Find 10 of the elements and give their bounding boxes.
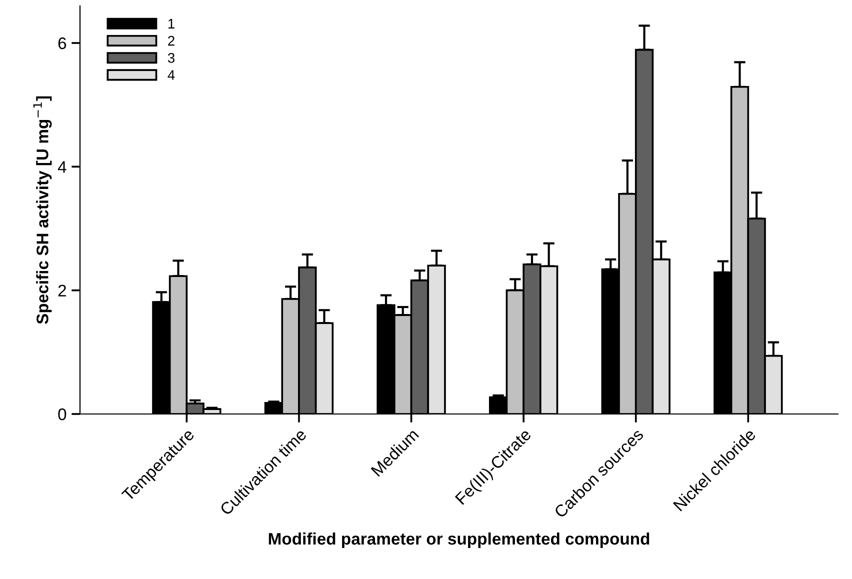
y-tick-label: 2 (58, 284, 66, 296)
y-axis-title: Specific SH activity [U mg$^{−1}$] (33, 96, 52, 324)
y-tick-label: 4 (58, 161, 66, 173)
legend-label: 1 (168, 18, 174, 28)
y-tick-label: 6 (58, 37, 66, 50)
legend-label: 4 (168, 70, 175, 80)
legend-label: 3 (168, 52, 174, 63)
legend-label: 2 (168, 36, 174, 46)
y-tick-label: 0 (58, 408, 66, 420)
x-axis-title: Modified parameter or supplemented compound (268, 532, 650, 548)
